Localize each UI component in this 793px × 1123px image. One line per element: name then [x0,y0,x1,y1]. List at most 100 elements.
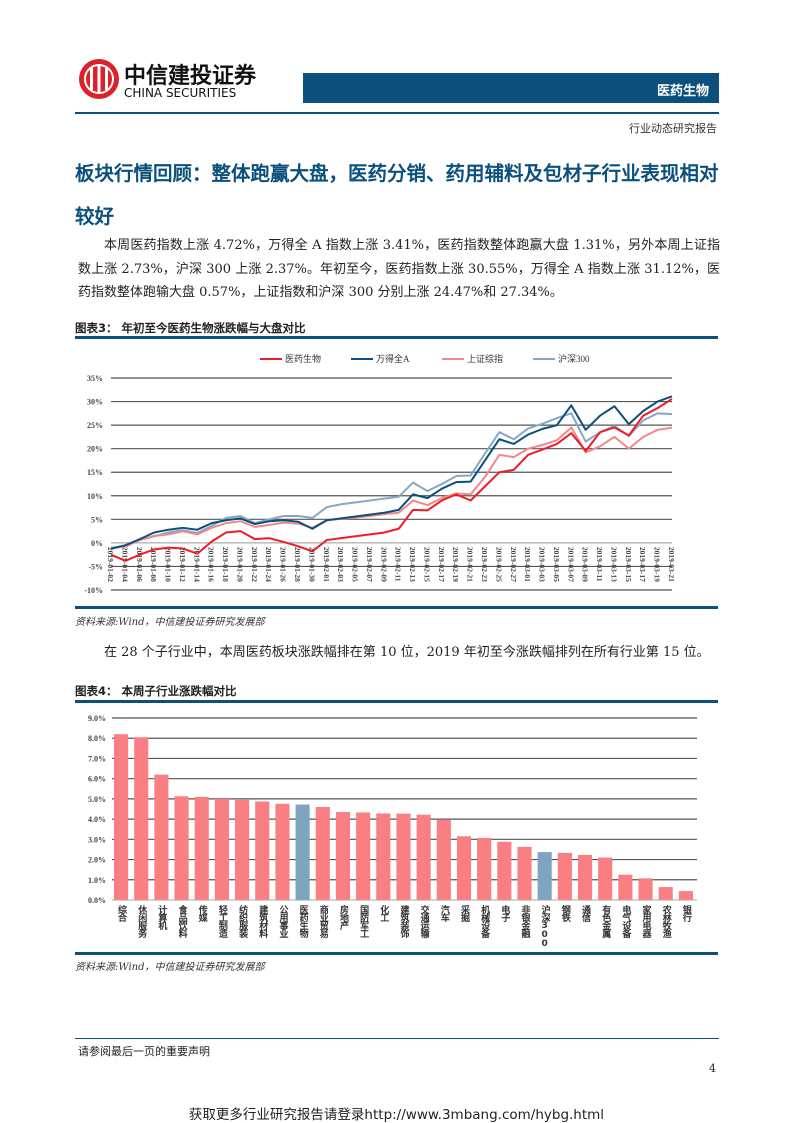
bar-机械设备 [477,837,492,900]
y-tick-label: 2.0% [88,856,106,865]
x-category-label: 电气设备 [620,905,631,937]
x-category-label: 沪深300 [539,905,550,948]
x-tick-label: 2019-01-02 [106,547,115,582]
promo-link[interactable]: 获取更多行业研究报告请登录http://www.3mbang.com/hybg.… [188,1107,605,1123]
y-tick-label: 4.0% [88,815,106,824]
x-tick-label: 2019-01-18 [221,547,230,582]
bar-采掘 [456,836,472,900]
x-category-label: 交通运输 [418,905,429,937]
bar-家用电器 [638,878,653,900]
bar-公用事业 [275,803,290,900]
x-category-label: 机械设备 [479,905,490,937]
figure4-source: 资料来源:Wind，中信建投证券研究发展部 [75,962,265,973]
x-tick-label: 2019-02-01 [322,547,331,582]
line-chart: -10% -5% 0% 5% 10% 15% 20% 25% 30% 35% 2019-01-02 2… [84,353,676,595]
bar-非银金融 [517,846,532,900]
bar-银行 [678,891,693,900]
x-category-label: 电子 [499,905,510,921]
x-category-label: 建筑装饰 [398,905,409,937]
y-tick-label: 20% [87,445,103,454]
x-category-label: 家用电器 [640,905,651,937]
y-tick-label: 5% [91,515,103,524]
series-line-医药生物 [110,398,673,562]
x-tick-label: 2019-03-03 [538,547,547,582]
x-category-label: 综合 [116,905,127,921]
x-tick-label: 2019-01-20 [235,547,244,582]
x-tick-label: 2019-03-13 [609,547,618,582]
figure4-caption: 图表4： 本周子行业涨跌幅对比 [75,684,237,698]
logo: 中信建投证券 CHINA SECURITIES [78,58,256,104]
sector-label: 医药生物 [656,84,709,99]
x-category-label: 采掘 [458,905,469,921]
x-tick-label: 2019-01-24 [264,547,273,582]
x-tick-label: 2019-02-23 [480,547,489,582]
x-category-label: 轻工制造 [216,905,227,937]
x-category-label: 化工 [378,905,389,921]
bar-休闲服务 [134,737,149,900]
y-tick-label: 1.0% [88,876,106,885]
x-tick-label: 2019-02-05 [351,547,360,582]
figure4-top-rule [75,700,718,703]
header-rule [75,112,719,114]
x-tick-label: 2019-03-09 [581,547,590,582]
x-category-label: 食品饮料 [176,905,187,937]
sector-banner: 医药生物 [303,73,719,103]
paragraph-summary: 本周医药指数上涨 4.72%，万得全 A 指数上涨 3.41%，医药指数整体跑赢… [78,238,720,300]
bar-传媒 [194,796,209,900]
bar-国防军工 [356,812,371,900]
y-tick-label: -5% [88,562,103,571]
x-tick-label: 2019-03-15 [624,547,633,582]
y-tick-label: 10% [87,492,103,501]
x-category-label: 房地产 [337,905,348,929]
x-tick-label: 2019-03-21 [667,547,676,582]
y-tick-label: 6.0% [88,775,106,784]
x-tick-label: 2019-01-04 [120,547,129,582]
x-tick-label: 2019-01-08 [149,547,158,582]
x-category-label: 汽车 [438,905,449,921]
report-type: 行业动态研究报告 [629,122,717,135]
footer-rule [75,1038,719,1039]
legend-label: 上证综指 [467,353,503,364]
y-tick-label: 0% [91,539,103,548]
y-tick-label: 3.0% [88,835,106,844]
bar-建筑装饰 [396,813,411,900]
x-tick-label: 2019-01-12 [178,547,187,582]
bar-计算机 [154,774,169,900]
x-category-label: 纺织服装 [237,905,248,937]
series-line-沪深300 [110,412,673,550]
x-tick-label: 2019-02-09 [379,547,388,582]
y-tick-label: 30% [87,398,103,407]
logo-cn: 中信建投证券 [124,64,257,89]
x-tick-label: 2019-02-13 [408,547,417,582]
x-tick-label: 2019-03-17 [638,547,647,582]
x-tick-label: 2019-02-17 [437,547,446,582]
x-tick-label: 2019-02-21 [466,547,475,582]
bar-房地产 [335,812,351,900]
legend-label: 万得全A [376,353,410,364]
bar-化工 [376,813,391,900]
legend-label: 沪深300 [558,353,590,364]
x-tick-label: 2019-02-27 [509,547,518,582]
x-tick-label: 2019-02-03 [336,547,345,582]
x-category-label: 银行 [680,905,691,921]
y-tick-label: -10% [84,586,103,595]
x-tick-label: 2019-01-26 [279,547,288,582]
x-category-label: 非银金融 [519,905,530,937]
series-line-万得全A [110,395,673,550]
bar-建筑材料 [255,801,270,900]
bar-电气设备 [618,874,633,900]
x-tick-label: 2019-02-11 [394,547,403,582]
x-tick-label: 2019-02-25 [494,547,503,582]
x-tick-label: 2019-03-01 [523,547,532,582]
x-tick-label: 2019-02-15 [422,547,431,582]
y-tick-label: 8.0% [88,734,106,743]
bar-汽车 [436,819,451,900]
x-category-label: 公用事业 [277,905,288,937]
legend-label: 医药生物 [285,353,321,364]
figure4-bottom-rule [75,952,718,955]
x-category-label: 医药生物 [297,905,308,937]
y-tick-label: 25% [87,421,103,430]
disclaimer-note: 请参阅最后一页的重要声明 [78,1045,210,1058]
x-tick-label: 2019-01-30 [307,547,316,582]
x-category-label: 建筑材料 [257,905,268,937]
